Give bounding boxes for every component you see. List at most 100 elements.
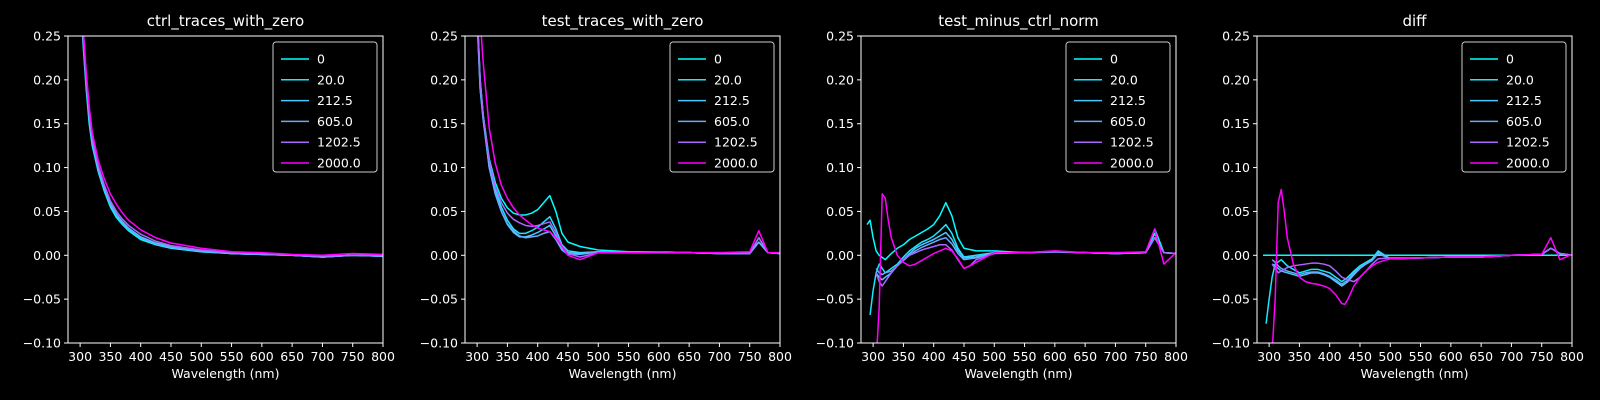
legend-label-605.0: 605.0 [714, 114, 750, 129]
y-tick-label: −0.05 [816, 292, 854, 307]
x-axis-label: Wavelength (nm) [172, 366, 280, 381]
axes-frame [860, 35, 1177, 344]
series-line-1202.5 [1271, 247, 1572, 283]
series-group [1263, 188, 1572, 343]
x-tick-label: 350 [495, 349, 519, 364]
y-tick-label: −0.10 [816, 336, 854, 351]
y-tick-label: −0.05 [1212, 292, 1250, 307]
x-tick-label: 600 [250, 349, 274, 364]
legend: 0 20.0 212.5 605.0 1202.5 2000.0 [272, 41, 378, 173]
y-tick-label: 0.20 [826, 72, 854, 87]
legend-label-2000.0: 2000.0 [1506, 156, 1550, 171]
chart-panel-1: 300 350 400 450 500 550 600 650 700 750 800 −0.10 −0… [23, 12, 395, 381]
legend-label-1202.5: 1202.5 [1506, 135, 1550, 150]
legend-box [669, 41, 775, 173]
y-tick-label: 0.10 [430, 160, 458, 175]
series-line-1202.5 [82, 36, 383, 257]
y-tick-label: 0.05 [1222, 204, 1250, 219]
y-tick-label: 0.15 [33, 116, 61, 131]
chart-panel-3: 300 350 400 450 500 550 600 650 700 750 800 −0.10 −0… [816, 12, 1188, 381]
legend-label-1202.5: 1202.5 [1110, 135, 1154, 150]
x-tick-label: 650 [280, 349, 304, 364]
y-tick-label: 0.10 [33, 160, 61, 175]
y-tick-label: 0.05 [430, 204, 458, 219]
y-tick-label: −0.05 [23, 292, 61, 307]
series-line-2000.0 [480, 36, 780, 261]
y-tick-label: 0.00 [1222, 248, 1250, 263]
chart-title: test_traces_with_zero [542, 12, 704, 31]
x-tick-label: 750 [738, 349, 762, 364]
legend-label-605.0: 605.0 [1506, 114, 1542, 129]
x-axis-label: Wavelength (nm) [965, 366, 1073, 381]
series-line-0 [866, 201, 1176, 261]
x-axis-label: Wavelength (nm) [1361, 366, 1469, 381]
legend-label-20.0: 20.0 [714, 72, 742, 87]
legend-label-0: 0 [714, 52, 722, 67]
y-tick-label: −0.10 [1212, 336, 1250, 351]
x-tick-label: 700 [707, 349, 731, 364]
series-line-212.5 [875, 231, 1176, 281]
x-tick-label: 300 [68, 349, 92, 364]
axes-frame [464, 35, 781, 344]
legend-box [1065, 41, 1171, 173]
legend: 0 20.0 212.5 605.0 1202.5 2000.0 [1065, 41, 1171, 173]
y-tick-label: −0.10 [23, 336, 61, 351]
y-tick-label: 0.25 [826, 29, 854, 44]
axes-frame [1256, 35, 1573, 344]
x-tick-label: 750 [1134, 349, 1158, 364]
legend-label-212.5: 212.5 [1506, 93, 1542, 108]
x-tick-label: 450 [556, 349, 580, 364]
x-tick-label: 400 [526, 349, 550, 364]
axes-frame [67, 35, 384, 344]
legend-label-2000.0: 2000.0 [1110, 156, 1154, 171]
x-tick-label: 600 [1043, 349, 1067, 364]
y-tick-label: 0.25 [1222, 29, 1250, 44]
x-tick-label: 800 [1164, 349, 1188, 364]
y-tick-label: 0.20 [33, 72, 61, 87]
y-tick-label: 0.00 [33, 248, 61, 263]
x-tick-label: 750 [341, 349, 365, 364]
y-tick-label: −0.10 [420, 336, 458, 351]
series-line-2000.0 [82, 36, 383, 257]
x-tick-label: 550 [220, 349, 244, 364]
legend-label-20.0: 20.0 [1110, 72, 1138, 87]
x-tick-label: 600 [1439, 349, 1463, 364]
y-tick-label: 0.20 [1222, 72, 1250, 87]
legend-label-1202.5: 1202.5 [317, 135, 361, 150]
x-tick-label: 400 [922, 349, 946, 364]
legend-label-212.5: 212.5 [714, 93, 750, 108]
legend: 0 20.0 212.5 605.0 1202.5 2000.0 [669, 41, 775, 173]
x-tick-label: 500 [586, 349, 610, 364]
y-tick-label: 0.00 [826, 248, 854, 263]
x-tick-label: 550 [1013, 349, 1037, 364]
y-tick-label: 0.15 [826, 116, 854, 131]
chart-title: ctrl_traces_with_zero [147, 12, 304, 31]
y-tick-label: 0.15 [1222, 116, 1250, 131]
chart-title: test_minus_ctrl_norm [938, 12, 1099, 31]
legend-box [272, 41, 378, 173]
y-tick-label: 0.25 [430, 29, 458, 44]
x-tick-label: 700 [1103, 349, 1127, 364]
x-tick-label: 450 [1348, 349, 1372, 364]
x-tick-label: 500 [1378, 349, 1402, 364]
x-tick-label: 700 [310, 349, 334, 364]
y-tick-label: 0.10 [826, 160, 854, 175]
series-group [477, 36, 780, 261]
chart-panel-4: 300 350 400 450 500 550 600 650 700 750 800 −0.10 −0… [1212, 12, 1584, 381]
legend: 0 20.0 212.5 605.0 1202.5 2000.0 [1461, 41, 1567, 173]
y-tick-label: 0.15 [430, 116, 458, 131]
x-tick-label: 350 [98, 349, 122, 364]
x-tick-label: 550 [1409, 349, 1433, 364]
legend-label-2000.0: 2000.0 [317, 156, 361, 171]
legend-label-605.0: 605.0 [317, 114, 353, 129]
y-tick-label: −0.05 [420, 292, 458, 307]
legend-label-0: 0 [1110, 52, 1118, 67]
legend-label-212.5: 212.5 [1110, 93, 1146, 108]
series-line-2000.0 [876, 193, 1176, 343]
x-tick-label: 550 [617, 349, 641, 364]
series-line-212.5 [1271, 247, 1572, 287]
x-tick-label: 800 [1560, 349, 1584, 364]
y-tick-label: 0.25 [33, 29, 61, 44]
